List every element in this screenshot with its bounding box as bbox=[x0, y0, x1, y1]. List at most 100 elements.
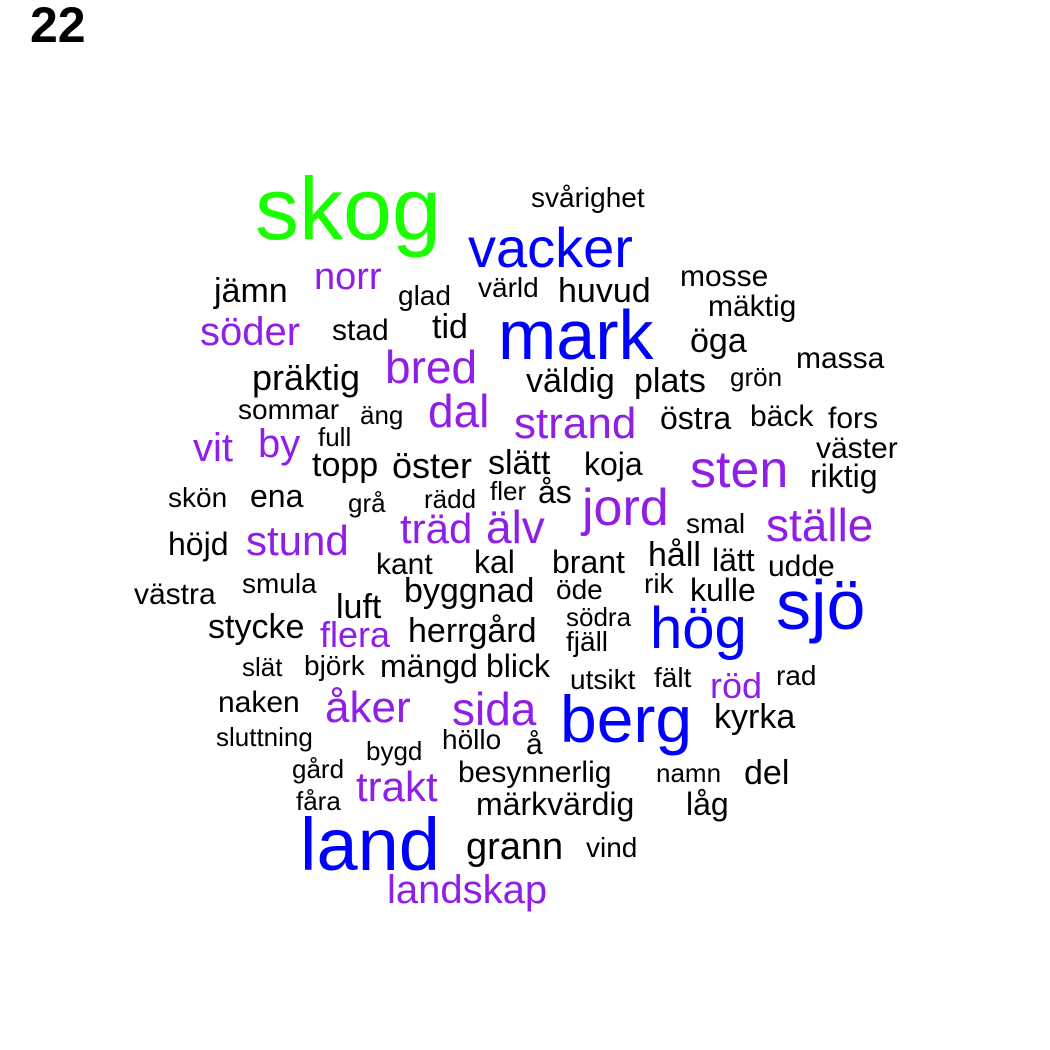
word-mosse: mosse bbox=[680, 260, 769, 293]
word-stalle: ställe bbox=[766, 499, 874, 551]
word-dal: dal bbox=[428, 385, 490, 437]
word-radd: rädd bbox=[424, 484, 477, 514]
word-hog: hög bbox=[650, 596, 747, 661]
word-back: bäck bbox=[750, 400, 814, 433]
word-trad: träd bbox=[400, 505, 473, 552]
word-mangd: mängd bbox=[380, 648, 478, 684]
word-skog: skog bbox=[255, 159, 441, 258]
word-by: by bbox=[258, 422, 301, 466]
word-sommar: sommar bbox=[238, 394, 340, 425]
word-aker: åker bbox=[325, 683, 411, 732]
word-valdig: väldig bbox=[526, 362, 615, 400]
word-berg: berg bbox=[560, 682, 693, 756]
word-brant: brant bbox=[552, 544, 625, 580]
word-namn: namn bbox=[656, 758, 722, 788]
word-slatt: slätt bbox=[488, 444, 551, 482]
word-huvud: huvud bbox=[558, 272, 651, 310]
word-del: del bbox=[744, 754, 790, 792]
word-skon: skön bbox=[168, 482, 228, 513]
word-koja: koja bbox=[584, 446, 643, 482]
word-vacker: vacker bbox=[468, 216, 633, 279]
word-lag: låg bbox=[686, 786, 729, 822]
word-vind: vind bbox=[586, 832, 638, 863]
word-fors: fors bbox=[828, 402, 879, 435]
word-praktig: präktig bbox=[252, 357, 361, 398]
word-blick: blick bbox=[486, 648, 551, 684]
word-gron: grön bbox=[730, 362, 783, 392]
word-svarighet: svårighet bbox=[531, 182, 645, 213]
word-strand: strand bbox=[514, 399, 637, 448]
word-fara: fåra bbox=[296, 786, 341, 816]
word-sodra: södra bbox=[566, 602, 632, 632]
word-smal: smal bbox=[686, 508, 746, 539]
word-fjall: fjäll bbox=[566, 626, 609, 657]
word-kyrka: kyrka bbox=[714, 698, 796, 736]
word-jamn: jämn bbox=[214, 272, 288, 310]
word-ena: ena bbox=[250, 478, 304, 514]
word-sluttning: sluttning bbox=[216, 722, 313, 752]
word-stund: stund bbox=[246, 517, 349, 564]
word-fler: fler bbox=[490, 476, 527, 506]
word-sida: sida bbox=[452, 683, 537, 735]
word-norr: norr bbox=[314, 256, 382, 298]
word-tid: tid bbox=[432, 308, 468, 346]
word-varld: värld bbox=[478, 272, 539, 303]
word-slat: slät bbox=[242, 652, 283, 682]
word-hollo: höllo bbox=[442, 724, 502, 755]
word-rik: rik bbox=[644, 568, 674, 599]
word-jord: jord bbox=[582, 479, 669, 537]
word-mark: mark bbox=[498, 296, 654, 374]
word-rad: rad bbox=[776, 660, 817, 691]
word-bred: bred bbox=[385, 341, 478, 393]
word-kulle: kulle bbox=[690, 572, 756, 608]
word-vastra: västra bbox=[134, 578, 216, 611]
word-ang: äng bbox=[360, 400, 404, 430]
word-flera: flera bbox=[320, 614, 391, 655]
word-massa: massa bbox=[796, 342, 885, 375]
word-markvardig: märkvärdig bbox=[476, 786, 635, 822]
word-sten: sten bbox=[690, 441, 789, 499]
word-hall: håll bbox=[648, 536, 701, 574]
word-stad: stad bbox=[332, 314, 389, 347]
word-trakt: trakt bbox=[356, 763, 438, 810]
word-latt: lätt bbox=[712, 542, 755, 578]
word-vit: vit bbox=[193, 426, 233, 470]
page-number: 22 bbox=[30, 0, 86, 53]
word-falt: fält bbox=[654, 662, 692, 693]
word-smula: smula bbox=[242, 568, 317, 599]
word-sjo: sjö bbox=[776, 566, 866, 644]
word-kal: kal bbox=[474, 544, 515, 580]
word-hojd: höjd bbox=[168, 526, 229, 562]
word-stycke: stycke bbox=[208, 608, 305, 646]
word-maktig: mäktig bbox=[708, 290, 797, 323]
word-gard: gård bbox=[292, 754, 345, 784]
word-as: ås bbox=[538, 474, 572, 510]
word-rod: röd bbox=[710, 665, 763, 706]
word-bjork: björk bbox=[304, 650, 365, 681]
word-utsikt: utsikt bbox=[570, 664, 636, 695]
word-naken: naken bbox=[218, 686, 300, 719]
word-a: å bbox=[526, 728, 543, 761]
word-kant: kant bbox=[376, 548, 433, 581]
word-ode: öde bbox=[556, 574, 603, 605]
word-full: full bbox=[318, 422, 352, 452]
word-herrgard: herrgård bbox=[408, 612, 537, 650]
word-alv: älv bbox=[486, 501, 545, 553]
word-udde: udde bbox=[768, 550, 835, 583]
word-besynnerlig: besynnerlig bbox=[458, 756, 612, 789]
word-byggnad: byggnad bbox=[404, 572, 535, 610]
word-vaster: väster bbox=[816, 432, 898, 465]
word-grann: grann bbox=[466, 826, 564, 868]
word-landskap: landskap bbox=[387, 868, 548, 912]
word-bygd: bygd bbox=[366, 736, 423, 766]
word-glad: glad bbox=[398, 280, 451, 311]
word-topp: topp bbox=[312, 446, 379, 484]
word-riktig: riktig bbox=[810, 458, 878, 494]
word-plats: plats bbox=[634, 362, 706, 400]
word-oster: öster bbox=[392, 445, 473, 486]
word-oga: öga bbox=[690, 322, 747, 360]
word-luft: luft bbox=[336, 588, 382, 626]
word-ostra: östra bbox=[660, 400, 732, 436]
word-land: land bbox=[300, 803, 440, 886]
